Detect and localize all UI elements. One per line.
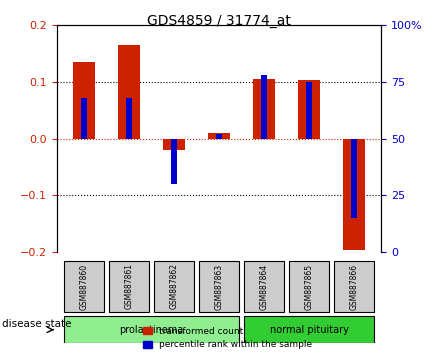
FancyBboxPatch shape (154, 262, 194, 312)
Bar (306, 82, 312, 138)
FancyBboxPatch shape (109, 262, 149, 312)
Text: normal pituitary: normal pituitary (270, 325, 349, 335)
Bar (253, 79, 275, 138)
FancyBboxPatch shape (244, 316, 374, 343)
Text: GSM887860: GSM887860 (79, 263, 88, 309)
Text: disease state: disease state (2, 319, 72, 329)
FancyBboxPatch shape (334, 262, 374, 312)
FancyBboxPatch shape (64, 262, 104, 312)
Bar (171, 138, 177, 184)
Bar (215, 134, 223, 138)
FancyBboxPatch shape (244, 262, 284, 312)
FancyBboxPatch shape (199, 262, 239, 312)
Text: GSM887864: GSM887864 (260, 263, 268, 309)
Bar (118, 45, 140, 138)
Text: GSM887861: GSM887861 (124, 263, 134, 309)
Bar (343, 138, 365, 250)
Bar (126, 98, 132, 138)
Text: GSM887863: GSM887863 (215, 263, 223, 309)
Bar (81, 98, 87, 138)
Bar (298, 80, 320, 138)
Bar (163, 138, 185, 150)
Text: prolactinoma: prolactinoma (119, 325, 184, 335)
Bar (73, 62, 95, 138)
Bar (208, 133, 230, 138)
Bar (351, 138, 357, 218)
Text: GDS4859 / 31774_at: GDS4859 / 31774_at (147, 14, 291, 28)
Text: GSM887862: GSM887862 (170, 263, 178, 309)
Text: GSM887865: GSM887865 (304, 263, 314, 309)
FancyBboxPatch shape (289, 262, 329, 312)
FancyBboxPatch shape (64, 316, 239, 343)
Text: GSM887866: GSM887866 (350, 263, 359, 309)
Bar (261, 75, 267, 138)
Legend: transformed count, percentile rank within the sample: transformed count, percentile rank withi… (139, 323, 316, 353)
